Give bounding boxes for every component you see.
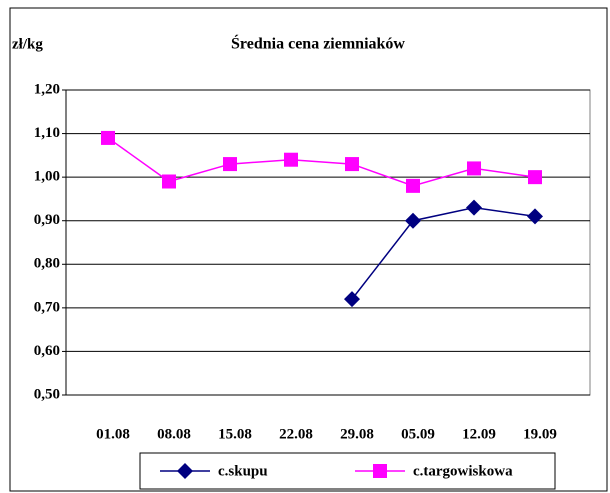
legend-label: c.targowiskowa — [413, 463, 513, 479]
x-tick-label: 05.09 — [401, 426, 435, 442]
point-marker — [405, 212, 421, 229]
y-tick-label: 1,20 — [34, 81, 60, 97]
y-axis-label: zł/kg — [12, 36, 43, 52]
x-tick-label: 29.08 — [340, 426, 374, 442]
point-marker — [344, 291, 360, 308]
point-marker — [223, 157, 237, 172]
point-marker — [284, 152, 298, 167]
point-marker — [467, 161, 481, 176]
chart-title: Średnia cena ziemniaków — [231, 34, 405, 53]
legend-label: c.skupu — [218, 463, 268, 479]
y-tick-label: 0,80 — [34, 256, 60, 272]
y-tick-label: 0,90 — [34, 212, 60, 228]
point-marker — [162, 174, 176, 189]
y-tick-label: 0,70 — [34, 299, 60, 315]
point-marker — [345, 157, 359, 172]
series-line — [351, 206, 536, 300]
y-tick-label: 0,60 — [34, 343, 60, 359]
point-marker — [101, 130, 115, 145]
point-marker — [528, 170, 542, 185]
point-marker — [527, 208, 543, 225]
x-tick-label: 08.08 — [157, 426, 191, 442]
plot-area — [65, 89, 591, 396]
legend-marker — [373, 464, 387, 478]
x-tick-label: 15.08 — [218, 426, 252, 442]
series-line — [107, 137, 536, 187]
x-tick-label: 19.09 — [523, 426, 557, 442]
x-tick-label: 22.08 — [279, 426, 313, 442]
point-marker — [406, 178, 420, 193]
y-tick-label: 1,00 — [34, 169, 60, 185]
y-tick-label: 1,10 — [34, 125, 60, 141]
x-tick-label: 12.09 — [462, 426, 496, 442]
legend-marker — [177, 463, 193, 479]
point-marker — [466, 199, 482, 216]
y-tick-label: 0,50 — [34, 386, 60, 402]
x-tick-label: 01.08 — [96, 426, 130, 442]
